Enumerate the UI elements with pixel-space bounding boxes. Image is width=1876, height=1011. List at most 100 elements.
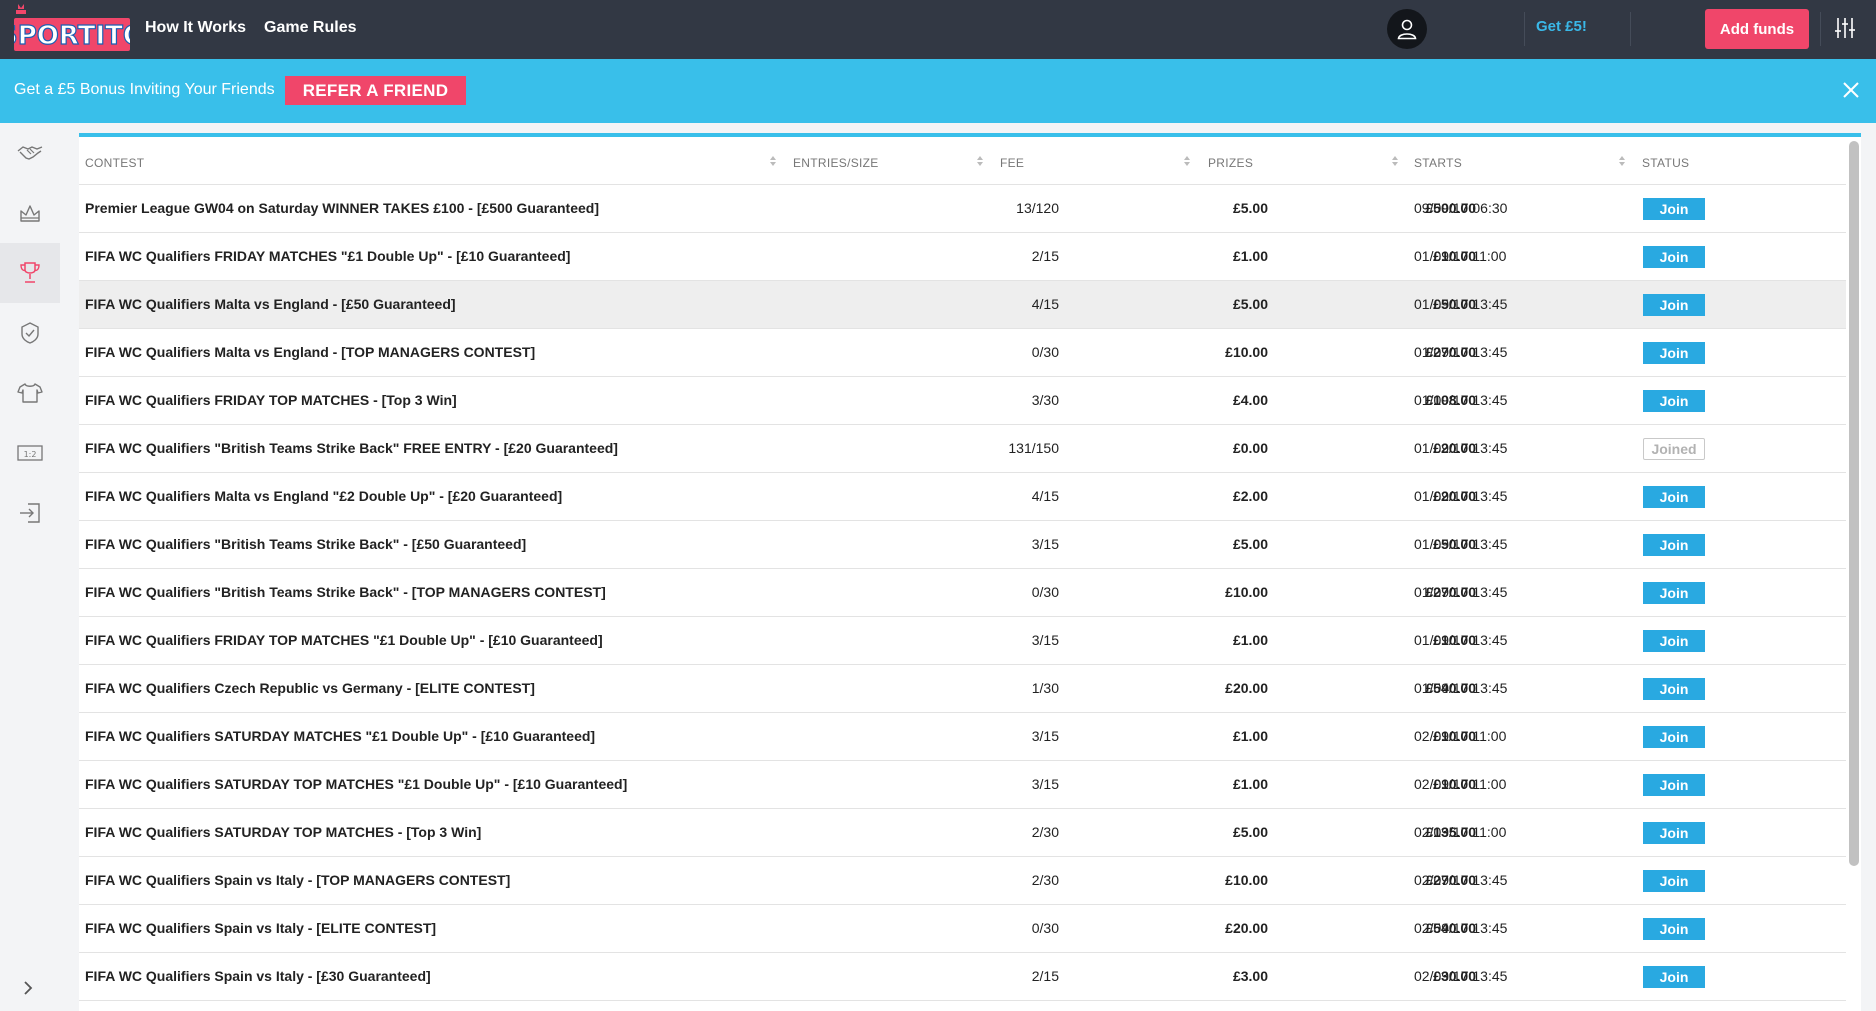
- entry-fee: £10.00: [1225, 584, 1268, 600]
- table-row[interactable]: FIFA WC Qualifiers FRIDAY TOP MATCHES - …: [79, 377, 1846, 425]
- entry-fee: £5.00: [1232, 824, 1268, 840]
- join-button[interactable]: Join: [1643, 534, 1705, 556]
- join-button[interactable]: Join: [1643, 774, 1705, 796]
- table-row[interactable]: Premier League GW04 on Saturday WINNER T…: [79, 185, 1846, 233]
- entry-fee: £2.00: [1232, 488, 1268, 504]
- left-sidebar: 1:2: [0, 123, 60, 1011]
- table-row[interactable]: FIFA WC Qualifiers Malta vs England "£2 …: [79, 473, 1846, 521]
- refer-friend-button[interactable]: REFER A FRIEND: [285, 76, 466, 105]
- entries-size: 0/30: [1031, 584, 1059, 600]
- start-time: 02/09/17 11:00: [1414, 728, 1507, 744]
- contest-name: FIFA WC Qualifiers FRIDAY TOP MATCHES - …: [85, 392, 457, 408]
- entries-size: 1/30: [1031, 680, 1059, 696]
- entries-size: 2/15: [1031, 968, 1059, 984]
- join-button[interactable]: Join: [1643, 198, 1705, 220]
- table-row[interactable]: FIFA WC Qualifiers SATURDAY MATCHES "£1 …: [79, 713, 1846, 761]
- shirt-icon: [17, 383, 43, 403]
- start-time: 01/09/17 13:45: [1414, 392, 1508, 408]
- table-row[interactable]: FIFA WC Qualifiers FRIDAY TOP MATCHES "£…: [79, 617, 1846, 665]
- join-button[interactable]: Join: [1643, 678, 1705, 700]
- table-header: CONTEST ENTRIES/SIZE FEE PRIZES STARTS S…: [79, 137, 1846, 185]
- entry-fee: £0.00: [1232, 440, 1268, 456]
- table-row[interactable]: FIFA WC Qualifiers Spain vs Italy - [£30…: [79, 953, 1846, 1001]
- close-icon[interactable]: [1842, 81, 1860, 99]
- chevron-right-icon[interactable]: [20, 980, 36, 996]
- table-row[interactable]: FIFA WC Qualifiers Spain vs Italy - [TOP…: [79, 857, 1846, 905]
- table-row[interactable]: FIFA WC Qualifiers SATURDAY TOP MATCHES …: [79, 761, 1846, 809]
- join-button[interactable]: Join: [1643, 246, 1705, 268]
- column-header-prizes[interactable]: PRIZES: [1208, 156, 1254, 170]
- joined-badge[interactable]: Joined: [1643, 438, 1705, 460]
- entries-size: 2/30: [1031, 872, 1059, 888]
- join-button[interactable]: Join: [1643, 630, 1705, 652]
- sort-icon[interactable]: [976, 155, 984, 167]
- sidebar-item-results[interactable]: 1:2: [0, 423, 60, 483]
- sportito-logo[interactable]: SPORTITO: [14, 4, 130, 52]
- sidebar-item-teams[interactable]: [0, 303, 60, 363]
- join-button[interactable]: Join: [1643, 966, 1705, 988]
- table-row[interactable]: FIFA WC Qualifiers "British Teams Strike…: [79, 425, 1846, 473]
- contest-name: FIFA WC Qualifiers SATURDAY TOP MATCHES …: [85, 776, 628, 792]
- entry-fee: £3.00: [1232, 968, 1268, 984]
- add-funds-button[interactable]: Add funds: [1705, 9, 1809, 49]
- contest-name: FIFA WC Qualifiers Malta vs England - [T…: [85, 344, 536, 360]
- sidebar-item-leagues[interactable]: [0, 183, 60, 243]
- settings-sliders-icon[interactable]: [1834, 16, 1856, 40]
- start-time: 01/09/17 13:45: [1414, 344, 1508, 360]
- entries-size: 4/15: [1031, 296, 1059, 312]
- contest-name: FIFA WC Qualifiers Spain vs Italy - [TOP…: [85, 872, 511, 888]
- sidebar-item-handshake[interactable]: [0, 123, 60, 183]
- table-row[interactable]: FIFA WC Qualifiers Malta vs England - [T…: [79, 329, 1846, 377]
- table-row[interactable]: FIFA WC Qualifiers SATURDAY TOP MATCHES …: [79, 809, 1846, 857]
- nav-game-rules[interactable]: Game Rules: [264, 19, 357, 36]
- user-avatar-button[interactable]: [1387, 9, 1427, 49]
- entries-size: 3/15: [1031, 776, 1059, 792]
- nav-how-it-works[interactable]: How It Works: [145, 19, 247, 36]
- contest-name: FIFA WC Qualifiers "British Teams Strike…: [85, 440, 618, 456]
- join-button[interactable]: Join: [1643, 390, 1705, 412]
- sidebar-item-contests[interactable]: [0, 243, 60, 303]
- contest-name: FIFA WC Qualifiers SATURDAY MATCHES "£1 …: [85, 728, 596, 744]
- table-row[interactable]: FIFA WC Qualifiers Czech Republic vs Ger…: [79, 665, 1846, 713]
- contest-name: FIFA WC Qualifiers Czech Republic vs Ger…: [85, 680, 535, 696]
- join-button[interactable]: Join: [1643, 294, 1705, 316]
- prize-pool: £270.00: [1425, 344, 1476, 360]
- trophy-icon: [20, 262, 40, 283]
- entry-fee: £20.00: [1225, 680, 1268, 696]
- sort-icon[interactable]: [769, 155, 777, 167]
- scoreboard-icon: 1:2: [17, 445, 43, 461]
- start-time: 09/09/17 06:30: [1414, 200, 1508, 216]
- join-button[interactable]: Join: [1643, 726, 1705, 748]
- entries-size: 3/15: [1031, 536, 1059, 552]
- sort-icon[interactable]: [1391, 155, 1399, 167]
- column-header-entries[interactable]: ENTRIES/SIZE: [793, 156, 879, 170]
- sort-icon[interactable]: [1618, 155, 1626, 167]
- get-bonus-link[interactable]: Get £5!: [1536, 18, 1587, 35]
- entry-fee: £10.00: [1225, 872, 1268, 888]
- join-button[interactable]: Join: [1643, 822, 1705, 844]
- table-row[interactable]: FIFA WC Qualifiers "British Teams Strike…: [79, 569, 1846, 617]
- contest-name: FIFA WC Qualifiers SATURDAY TOP MATCHES …: [85, 824, 482, 840]
- entries-size: 2/30: [1031, 824, 1059, 840]
- sort-icon[interactable]: [1183, 155, 1191, 167]
- table-row[interactable]: FIFA WC Qualifiers "British Teams Strike…: [79, 521, 1846, 569]
- join-button[interactable]: Join: [1643, 486, 1705, 508]
- sidebar-item-login[interactable]: [0, 483, 60, 543]
- divider: [1630, 12, 1631, 46]
- entry-fee: £5.00: [1232, 200, 1268, 216]
- entries-size: 4/15: [1031, 488, 1059, 504]
- table-row[interactable]: FIFA WC Qualifiers FRIDAY MATCHES "£1 Do…: [79, 233, 1846, 281]
- table-row[interactable]: FIFA WC Qualifiers Spain vs Italy - [ELI…: [79, 905, 1846, 953]
- scrollbar[interactable]: [1849, 141, 1859, 866]
- sidebar-item-players[interactable]: [0, 363, 60, 423]
- join-button[interactable]: Join: [1643, 342, 1705, 364]
- join-button[interactable]: Join: [1643, 918, 1705, 940]
- start-time: 02/09/17 13:45: [1414, 872, 1508, 888]
- join-button[interactable]: Join: [1643, 582, 1705, 604]
- column-header-contest[interactable]: CONTEST: [85, 156, 145, 170]
- column-header-fee[interactable]: FEE: [1000, 156, 1025, 170]
- join-button[interactable]: Join: [1643, 870, 1705, 892]
- prize-pool: £50.00: [1433, 296, 1476, 312]
- table-row[interactable]: FIFA WC Qualifiers Malta vs England - [£…: [79, 281, 1846, 329]
- column-header-starts[interactable]: STARTS: [1414, 156, 1463, 170]
